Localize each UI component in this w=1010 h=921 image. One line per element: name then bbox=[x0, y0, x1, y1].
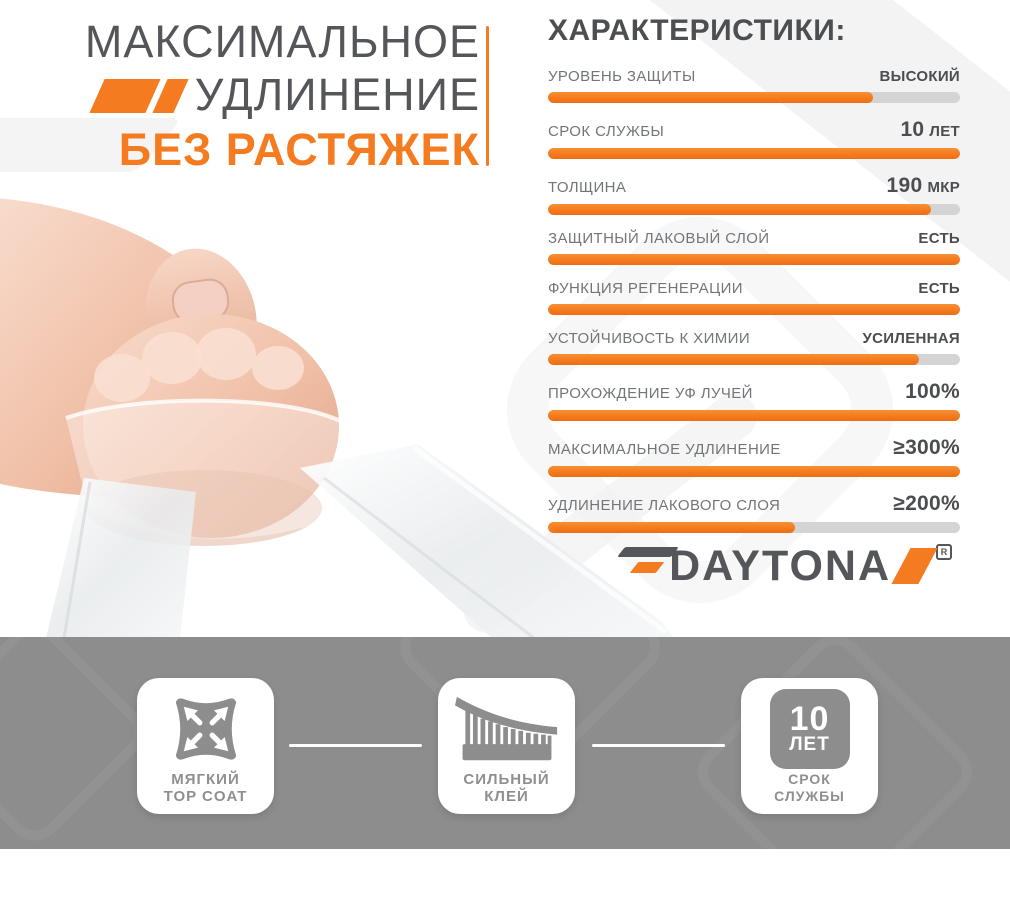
characteristic-row: ПРОХОЖДЕНИЕ УФ ЛУЧЕЙ 100% bbox=[548, 380, 960, 421]
characteristic-value: ЕСТЬ bbox=[918, 280, 960, 297]
characteristics-heading: ХАРАКТЕРИСТИКИ: bbox=[548, 14, 846, 47]
characteristic-value-text: ЛЕТ bbox=[929, 123, 960, 140]
characteristic-bar-fill bbox=[548, 204, 932, 215]
characteristic-value-text: УСИЛЕННАЯ bbox=[862, 330, 960, 347]
characteristic-bar-track bbox=[548, 466, 960, 477]
characteristic-bar-fill bbox=[548, 304, 960, 315]
feature-card-service-life: 10 ЛЕТ СРОК СЛУЖБЫ bbox=[741, 678, 878, 814]
characteristics-panel: ХАРАКТЕРИСТИКИ: УРОВЕНЬ ЗАЩИТЫ ВЫСОКИЙ С… bbox=[548, 14, 960, 548]
characteristic-label: МАКСИМАЛЬНОЕ УДЛИНЕНИЕ bbox=[548, 441, 781, 458]
logo-wing-icon bbox=[617, 544, 680, 588]
characteristic-bar-track bbox=[548, 304, 960, 315]
characteristic-row: УРОВЕНЬ ЗАЩИТЫ ВЫСОКИЙ bbox=[548, 68, 960, 103]
characteristic-label: ФУНКЦИЯ РЕГЕНЕРАЦИИ bbox=[548, 280, 743, 297]
features-band: МЯГКИЙ TOP COAT СИЛЬНЫЙ КЛЕЙ 10 bbox=[0, 505, 1010, 921]
characteristic-bar-track bbox=[548, 354, 960, 365]
characteristic-value: ≥200% bbox=[893, 492, 960, 516]
characteristic-bar-track bbox=[548, 148, 960, 159]
characteristic-bar-track bbox=[548, 92, 960, 103]
characteristic-bar-fill bbox=[548, 466, 960, 477]
characteristic-row: ТОЛЩИНА 190 МКР bbox=[548, 174, 960, 215]
characteristic-label: УСТОЙЧИВОСТЬ К ХИМИИ bbox=[548, 330, 751, 347]
characteristic-label: ПРОХОЖДЕНИЕ УФ ЛУЧЕЙ bbox=[548, 385, 753, 402]
brand-logo: DAYTONA R bbox=[617, 542, 952, 590]
characteristic-bar-fill bbox=[548, 148, 960, 159]
registered-trademark-icon: R bbox=[936, 544, 952, 560]
feature-title-line2: КЛЕЙ bbox=[484, 788, 529, 805]
characteristic-value-number: 100% bbox=[905, 380, 960, 403]
band-pattern-shape bbox=[0, 611, 156, 853]
feature-title-line1: СИЛЬНЫЙ bbox=[463, 771, 550, 788]
characteristic-bar-track bbox=[548, 522, 960, 533]
characteristic-value: УСИЛЕННАЯ bbox=[863, 330, 960, 347]
feature-title-line2: TOP COAT bbox=[163, 788, 248, 805]
adhesive-comb-icon bbox=[454, 696, 557, 761]
characteristic-value: 190 МКР bbox=[886, 174, 960, 198]
characteristic-value: ≥300% bbox=[893, 436, 960, 460]
characteristic-row: УДЛИНЕНИЕ ЛАКОВОГО СЛОЯ ≥200% bbox=[548, 492, 960, 533]
feature-title-line1: МЯГКИЙ bbox=[171, 771, 240, 788]
feature-card-soft-topcoat: МЯГКИЙ TOP COAT bbox=[137, 678, 274, 814]
headline-line2: УДЛИНЕНИЕ bbox=[194, 68, 480, 120]
characteristic-label: СРОК СЛУЖБЫ bbox=[548, 123, 665, 140]
characteristic-bar-fill bbox=[548, 354, 919, 365]
characteristic-value: ЕСТЬ bbox=[918, 230, 960, 247]
characteristic-bar-track bbox=[548, 410, 960, 421]
characteristic-value-text: ВЫСОКИЙ bbox=[879, 68, 960, 85]
logo-slash-icon bbox=[891, 548, 938, 584]
characteristic-value-number: ≥300% bbox=[893, 436, 960, 459]
characteristic-bar-track bbox=[548, 254, 960, 265]
feature-title-line1: СРОК bbox=[788, 771, 831, 787]
feature-title-line2: СЛУЖБЫ bbox=[774, 788, 845, 804]
characteristic-value: 100% bbox=[905, 380, 960, 404]
badge-unit: ЛЕТ bbox=[789, 734, 830, 755]
characteristic-value-number: ≥200% bbox=[893, 492, 960, 515]
characteristic-value: 10 ЛЕТ bbox=[900, 118, 960, 142]
characteristic-row: ФУНКЦИЯ РЕГЕНЕРАЦИИ ЕСТЬ bbox=[548, 280, 960, 315]
feature-card-strong-glue: СИЛЬНЫЙ КЛЕЙ bbox=[438, 678, 575, 814]
characteristic-value-number: 190 bbox=[886, 174, 923, 197]
characteristic-row: ЗАЩИТНЫЙ ЛАКОВЫЙ СЛОЙ ЕСТЬ bbox=[548, 230, 960, 265]
headline-line1: МАКСИМАЛЬНОЕ bbox=[84, 16, 480, 67]
characteristic-bar-fill bbox=[548, 254, 960, 265]
headline-line3: БЕЗ РАСТЯЖЕК bbox=[118, 124, 480, 175]
connector-line bbox=[592, 744, 725, 747]
stretch-pillow-icon bbox=[175, 698, 236, 760]
headline: МАКСИМАЛЬНОЕ УДЛИНЕНИЕ БЕЗ РАСТЯЖЕК bbox=[40, 16, 480, 179]
headline-slash-icon bbox=[89, 78, 189, 113]
characteristic-bar-track bbox=[548, 204, 960, 215]
characteristic-label: УРОВЕНЬ ЗАЩИТЫ bbox=[548, 68, 696, 85]
characteristic-label: ЗАЩИТНЫЙ ЛАКОВЫЙ СЛОЙ bbox=[548, 230, 770, 247]
characteristic-label: ТОЛЩИНА bbox=[548, 179, 627, 196]
characteristic-value-number: 10 bbox=[900, 118, 925, 141]
characteristic-value-text: ЕСТЬ bbox=[918, 280, 960, 297]
characteristic-row: СРОК СЛУЖБЫ 10 ЛЕТ bbox=[548, 118, 960, 159]
characteristic-bar-fill bbox=[548, 92, 874, 103]
characteristic-bar-fill bbox=[548, 522, 796, 533]
characteristic-row: УСТОЙЧИВОСТЬ К ХИМИИ УСИЛЕННАЯ bbox=[548, 330, 960, 365]
connector-line bbox=[289, 744, 422, 747]
10-years-badge: 10 ЛЕТ bbox=[769, 689, 850, 769]
characteristic-value: ВЫСОКИЙ bbox=[880, 68, 960, 85]
characteristic-label: УДЛИНЕНИЕ ЛАКОВОГО СЛОЯ bbox=[548, 497, 781, 514]
badge-number: 10 bbox=[789, 700, 830, 738]
characteristic-value-text: МКР bbox=[927, 179, 960, 196]
hand-stretching-film-photo bbox=[0, 198, 674, 638]
characteristic-value-text: ЕСТЬ bbox=[918, 230, 960, 247]
characteristic-bar-fill bbox=[548, 410, 960, 421]
characteristic-row: МАКСИМАЛЬНОЕ УДЛИНЕНИЕ ≥300% bbox=[548, 436, 960, 477]
brand-name: DAYTONA bbox=[669, 542, 891, 590]
headline-divider bbox=[486, 26, 489, 166]
